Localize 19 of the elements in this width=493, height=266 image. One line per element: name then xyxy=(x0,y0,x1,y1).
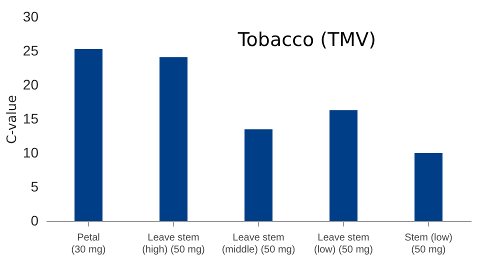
y-tick-label: 30 xyxy=(22,8,39,24)
y-tick-label: 15 xyxy=(22,110,39,126)
x-tick-label: Leave stem (low) (50 mg) xyxy=(314,232,373,256)
bar xyxy=(160,57,188,221)
x-tick-label: Leave stem (middle) (50 mg) xyxy=(222,232,296,256)
x-tick-label: Petal (30 mg) xyxy=(71,232,106,256)
bar xyxy=(414,153,442,221)
x-tick-label: Stem (low) (50 mg) xyxy=(404,232,452,256)
x-tick-label: Leave stem (high) (50 mg) xyxy=(142,232,205,256)
bar xyxy=(74,48,102,221)
bar xyxy=(244,129,272,221)
text: Tobacco (TMV) xyxy=(236,29,376,51)
y-tick-label: 10 xyxy=(22,144,39,160)
y-tick-label: 25 xyxy=(22,42,39,58)
y-tick-label: 5 xyxy=(30,178,39,194)
y-axis-title: C-value xyxy=(4,95,20,144)
y-tick-label: 20 xyxy=(22,76,39,92)
y-tick-label: 0 xyxy=(30,212,39,228)
bar xyxy=(330,110,358,221)
